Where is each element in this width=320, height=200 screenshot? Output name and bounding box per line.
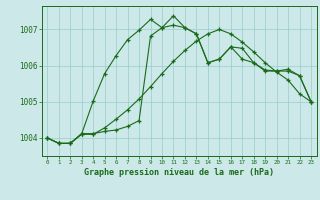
X-axis label: Graphe pression niveau de la mer (hPa): Graphe pression niveau de la mer (hPa) (84, 168, 274, 177)
